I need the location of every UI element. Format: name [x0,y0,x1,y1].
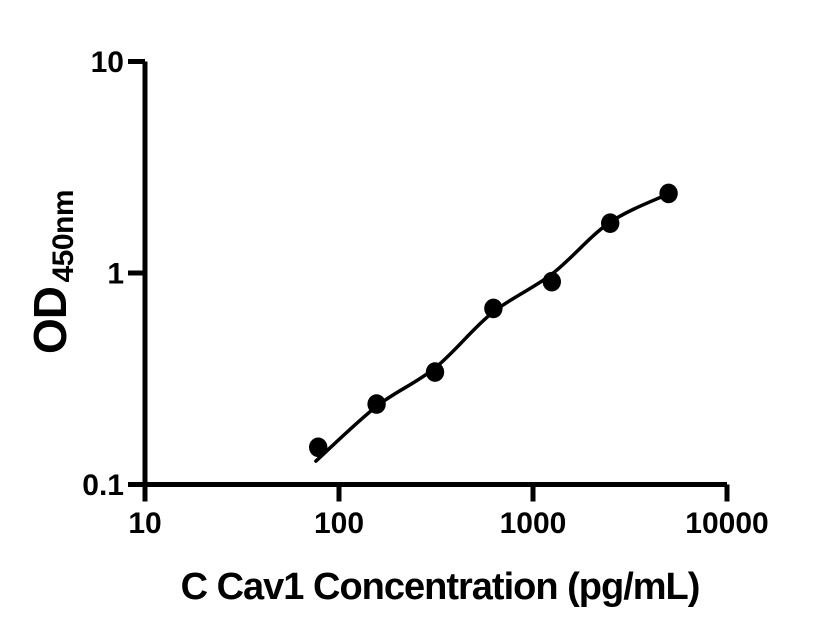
x-axis-title: C Cav1 Concentration (pg/mL) [181,566,700,608]
data-point [309,437,328,458]
data-point [659,183,678,204]
y-tick-label: 0.1 [82,469,124,502]
data-point [542,271,561,292]
fit-curve [314,192,670,463]
y-axis-title-subscript: 450nm [47,190,80,283]
data-point [367,394,386,414]
y-axis-title: OD 450nm [24,190,80,354]
y-axis-title-main: OD [24,287,76,354]
data-point [484,298,503,319]
data-points-layer [309,183,678,458]
fit-curve-layer [314,192,670,463]
x-tick-label: 100 [314,507,364,540]
y-tick-label: 10 [91,46,124,79]
axes [128,59,730,502]
tick-labels: 0.1 1 10 10 100 1000 10000 [82,46,768,540]
data-point [601,213,620,233]
y-tick-label: 1 [107,258,124,291]
x-tick-label: 1000 [500,507,567,540]
data-point [425,362,445,382]
x-tick-label: 10 [128,507,161,540]
x-tick-label: 10000 [685,507,768,540]
